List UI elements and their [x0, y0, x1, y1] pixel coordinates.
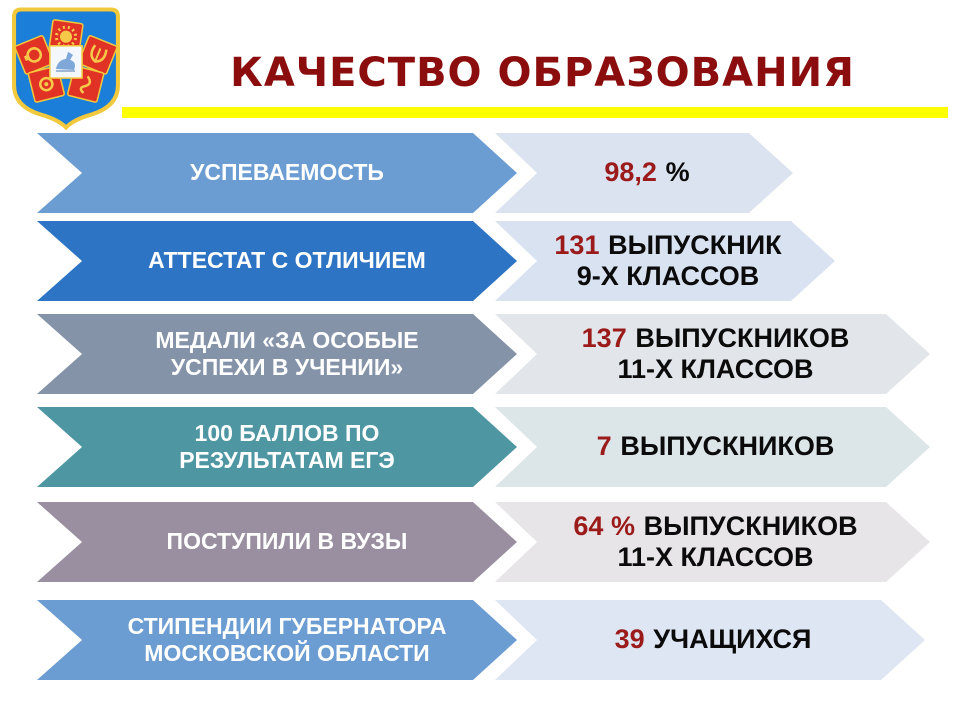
row-arrow-value: 137 ВЫПУСКНИКОВ 11-Х КЛАССОВ [495, 314, 930, 394]
metric-value: 7 ВЫПУСКНИКОВ [597, 431, 835, 462]
slide-title: КАЧЕСТВО ОБРАЗОВАНИЯ [230, 50, 855, 96]
metric-label-line1: МЕДАЛИ «ЗА ОСОБЫЕ [155, 326, 419, 353]
row-arrow-label: СТИПЕНДИИ ГУБЕРНАТОРА МОСКОВСКОЙ ОБЛАСТИ [37, 600, 517, 680]
metric-value-text: ВЫПУСКНИК [608, 229, 782, 260]
metric-row-medali: МЕДАЛИ «ЗА ОСОБЫЕ УСПЕХИ В УЧЕНИИ» 137 ВЫ… [0, 314, 960, 394]
metric-label-line1: ПОСТУПИЛИ В ВУЗЫ [166, 528, 408, 555]
coat-of-arms-icon [12, 7, 120, 131]
metric-row-stipendii: СТИПЕНДИИ ГУБЕРНАТОРА МОСКОВСКОЙ ОБЛАСТИ… [0, 600, 960, 680]
metric-row-uspevaemost: УСПЕВАЕМОСТЬ 98,2% [0, 133, 960, 213]
coat-of-arms [8, 6, 124, 131]
metric-value-text: ВЫПУСКНИКОВ [635, 322, 850, 353]
metric-value-number: 137 [581, 322, 627, 353]
row-arrow-value: 98,2% [495, 133, 793, 213]
metric-value-line2: 9-Х КЛАССОВ [576, 261, 760, 291]
metric-row-attestat: АТТЕСТАТ С ОТЛИЧИЕМ 131 ВЫПУСКНИК 9-Х КЛА… [0, 221, 960, 301]
metric-value-number: 64 % [573, 510, 635, 541]
metric-value-number: 7 [596, 431, 612, 462]
metric-value: 137 ВЫПУСКНИКОВ [582, 323, 850, 354]
metric-value-number: 39 [614, 624, 645, 655]
metric-value-line2: 11-Х КЛАССОВ [617, 542, 814, 572]
metric-value: 131 ВЫПУСКНИК [554, 230, 781, 261]
metric-value-number: 98,2 [604, 157, 657, 188]
title-underline [122, 107, 948, 118]
metric-label-line1: АТТЕСТАТ С ОТЛИЧИЕМ [148, 247, 426, 274]
metric-value: 39 УЧАЩИХСЯ [615, 624, 812, 655]
metric-label-line1: 100 БАЛЛОВ ПО [194, 419, 380, 446]
row-arrow-label: 100 БАЛЛОВ ПО РЕЗУЛЬТАТАМ ЕГЭ [37, 407, 517, 487]
metric-value-text: ВЫПУСКНИКОВ [643, 510, 858, 541]
metric-label-line2: УСПЕХИ В УЧЕНИИ» [170, 354, 404, 380]
row-arrow-value: 39 УЧАЩИХСЯ [495, 600, 925, 680]
row-arrow-label: УСПЕВАЕМОСТЬ [37, 133, 517, 213]
metric-value-text: % [665, 157, 690, 188]
row-arrow-label: АТТЕСТАТ С ОТЛИЧИЕМ [37, 221, 517, 301]
metric-label-line2: МОСКОВСКОЙ ОБЛАСТИ [144, 640, 430, 666]
row-arrow-value: 131 ВЫПУСКНИК 9-Х КЛАССОВ [495, 221, 835, 301]
row-arrow-label: МЕДАЛИ «ЗА ОСОБЫЕ УСПЕХИ В УЧЕНИИ» [37, 314, 517, 394]
metric-row-100ballov: 100 БАЛЛОВ ПО РЕЗУЛЬТАТАМ ЕГЭ 7 ВЫПУСКНИК… [0, 407, 960, 487]
metric-value: 64 % ВЫПУСКНИКОВ [573, 511, 857, 542]
metric-label-line2: РЕЗУЛЬТАТАМ ЕГЭ [179, 447, 395, 473]
row-arrow-value: 7 ВЫПУСКНИКОВ [495, 407, 930, 487]
metric-value-line2: 11-Х КЛАССОВ [617, 354, 814, 384]
metric-value: 98,2% [604, 157, 689, 188]
metric-value-text: УЧАЩИХСЯ [653, 624, 812, 655]
metric-row-vuzy: ПОСТУПИЛИ В ВУЗЫ 64 % ВЫПУСКНИКОВ 11-Х КЛ… [0, 502, 960, 582]
metric-label-line1: СТИПЕНДИИ ГУБЕРНАТОРА [127, 612, 447, 639]
metric-value-text: ВЫПУСКНИКОВ [620, 431, 835, 462]
metric-value-number: 131 [554, 229, 600, 260]
metric-label-line1: УСПЕВАЕМОСТЬ [190, 159, 384, 186]
row-arrow-value: 64 % ВЫПУСКНИКОВ 11-Х КЛАССОВ [495, 502, 930, 582]
row-arrow-label: ПОСТУПИЛИ В ВУЗЫ [37, 502, 517, 582]
